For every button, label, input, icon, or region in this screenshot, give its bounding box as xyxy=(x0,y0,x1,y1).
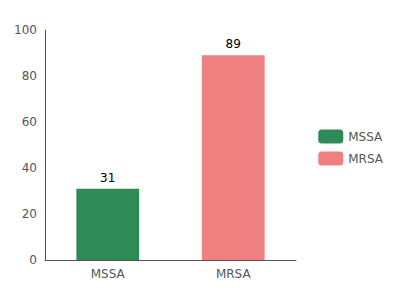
svg-text:89: 89 xyxy=(226,37,241,51)
svg-text:MRSA: MRSA xyxy=(216,267,252,281)
svg-text:40: 40 xyxy=(22,161,37,175)
svg-text:0: 0 xyxy=(29,253,37,267)
svg-text:MSSA: MSSA xyxy=(348,130,383,144)
svg-text:60: 60 xyxy=(22,115,37,129)
svg-text:31: 31 xyxy=(100,171,115,185)
svg-text:MSSA: MSSA xyxy=(91,267,126,281)
svg-text:20: 20 xyxy=(22,207,37,221)
svg-text:100: 100 xyxy=(14,23,37,37)
svg-text:80: 80 xyxy=(22,69,37,83)
svg-text:MRSA: MRSA xyxy=(348,152,384,166)
